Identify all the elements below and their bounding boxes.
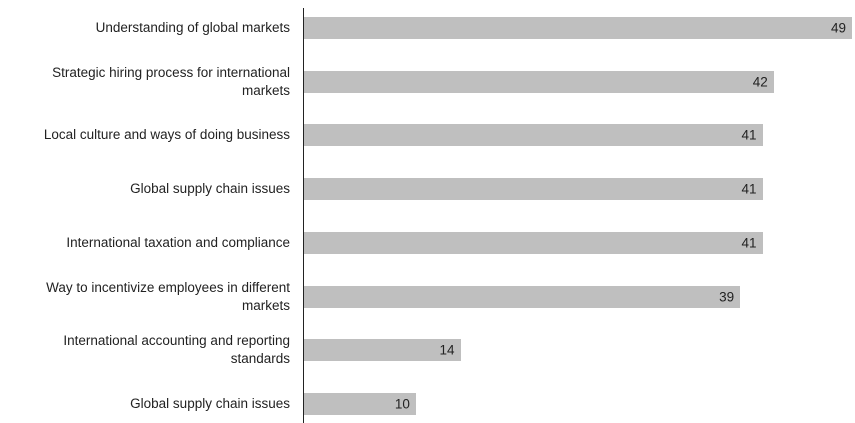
value-label: 41	[741, 181, 757, 197]
category-label: Global supply chain issues	[130, 181, 290, 197]
value-label: 42	[752, 74, 768, 90]
bar	[304, 178, 763, 201]
value-label: 39	[719, 289, 735, 304]
bar	[304, 70, 774, 93]
bar	[304, 124, 763, 147]
bar	[304, 231, 763, 254]
category-label: Way to incentivize employees in differen…	[46, 279, 290, 313]
category-label: Global supply chain issues	[130, 395, 290, 411]
bar	[304, 339, 461, 362]
category-label: International accounting and reporting s…	[63, 333, 290, 367]
bar	[304, 285, 741, 308]
value-label: 41	[741, 127, 757, 143]
category-label: Strategic hiring process for internation…	[52, 64, 290, 98]
bar	[304, 17, 852, 39]
value-label: 10	[394, 396, 410, 412]
category-label: Local culture and ways of doing business	[43, 127, 290, 143]
bar	[304, 392, 416, 415]
category-label: Understanding of global markets	[95, 20, 290, 35]
value-label: 49	[830, 20, 846, 36]
value-label: 14	[439, 342, 455, 358]
value-label: 41	[741, 235, 757, 251]
category-label: International taxation and compliance	[66, 234, 290, 250]
y-axis-line	[303, 8, 304, 423]
